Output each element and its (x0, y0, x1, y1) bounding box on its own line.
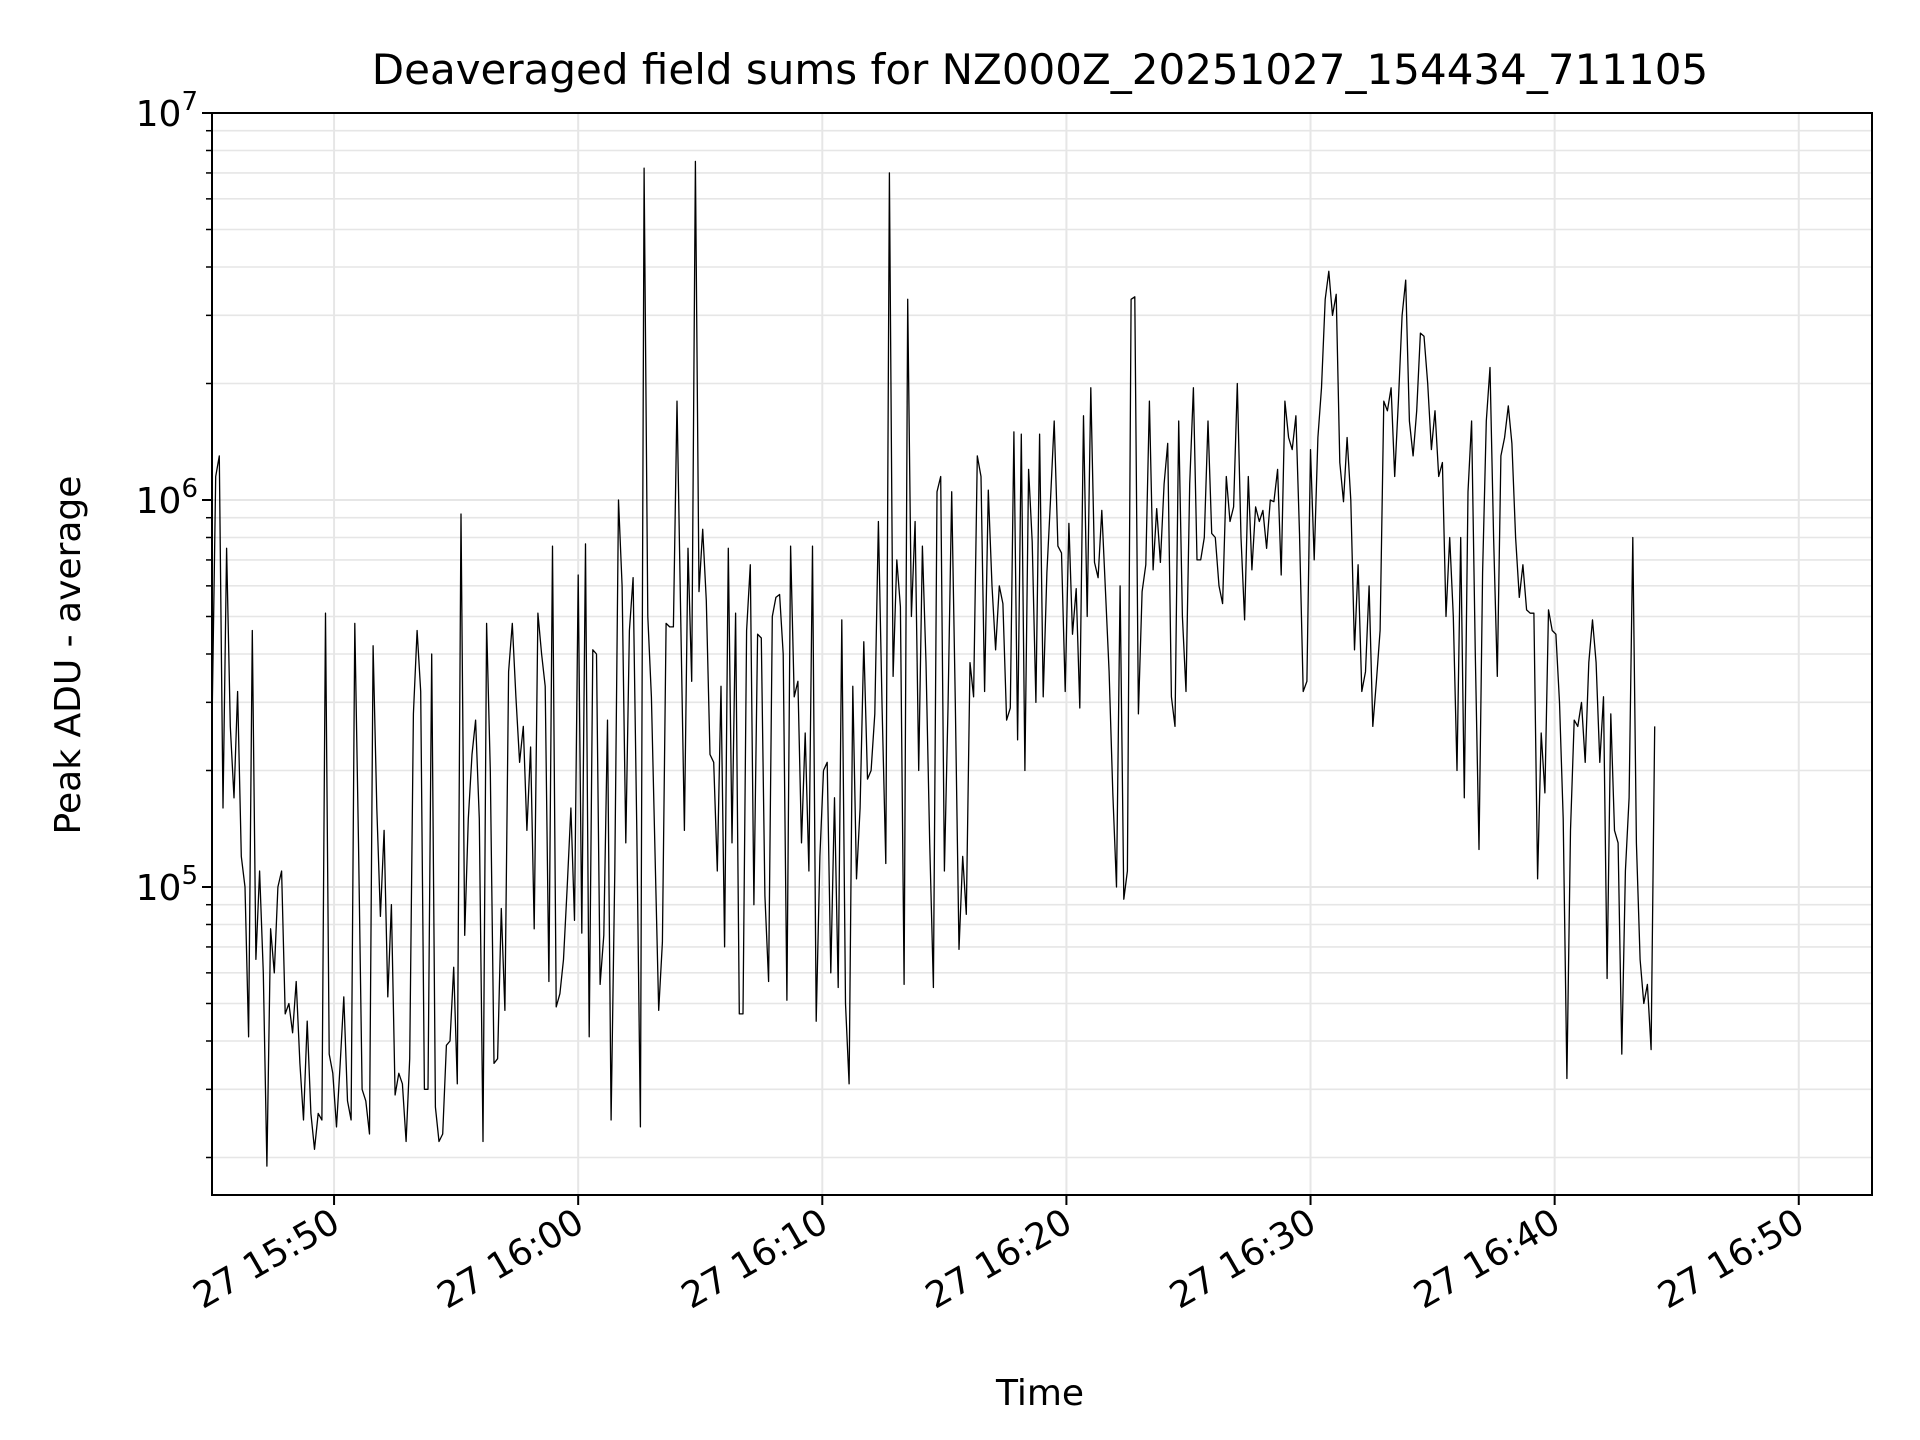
y-tick-label-exponent: 7 (181, 87, 198, 117)
x-axis-label: Time (995, 1373, 1084, 1414)
y-tick-label: 106 (136, 474, 198, 522)
y-tick-label: 105 (136, 861, 198, 909)
chart-title: Deaveraged field sums for NZ000Z_2025102… (372, 45, 1708, 94)
y-tick-label: 107 (136, 87, 198, 135)
y-axis-label: Peak ADU - average (48, 476, 89, 835)
y-tick-label-base: 10 (136, 481, 182, 522)
y-tick-label-base: 10 (136, 868, 182, 909)
grid-lines (212, 112, 1872, 1195)
y-tick-label-base: 10 (136, 94, 182, 135)
series-layer (211, 160, 1656, 1167)
y-tick-label-exponent: 5 (181, 861, 198, 891)
y-tick-label-exponent: 6 (181, 474, 198, 504)
series-line (211, 160, 1656, 1167)
